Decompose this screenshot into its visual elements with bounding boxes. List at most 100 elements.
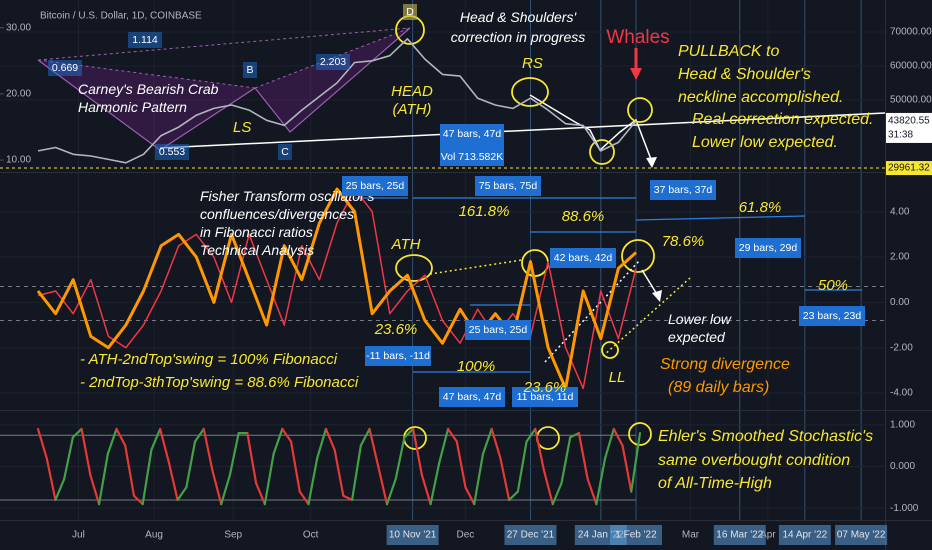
annotation-line: confluences/divergences [200,206,354,222]
stoch-segment [429,461,441,506]
info-box [650,180,716,200]
stoch-segment [281,427,293,443]
date-box [713,525,766,545]
symbol-title: Bitcoin / U.S. Dollar, 1D, COINBASE [40,11,202,22]
y-tick-label: 2.00 [890,252,910,263]
stoch-segment [324,427,336,451]
info-box [440,124,504,166]
stoch-segment [612,427,624,447]
x-tick-label: Oct [303,530,319,541]
annotation: PULLBACK to Head & Shoulder's neckline acc… [678,43,843,106]
measure-line [635,215,806,221]
x-tick-label: Aug [145,530,163,541]
point-box [243,62,257,78]
date-box [504,525,557,545]
stoch-segment [45,457,57,502]
stoch-segment [525,427,537,443]
stoch-segment [220,473,232,506]
annotation-line: - ATH-2ndTop'swing = 100% Fibonacci [80,351,338,368]
annotation-line: HEAD [391,83,433,100]
stoch-segment [298,490,310,506]
countdown-label: 31:38 [888,130,913,141]
info-label: 23 bars, 23d [803,310,862,322]
stoch-segment [350,444,362,502]
stoch-segment [621,444,633,493]
y-tick-label: 1.000 [890,419,915,430]
divergence-line [429,259,523,275]
highlight-ring [395,254,433,282]
fib-label: 161.8% [459,203,510,220]
annotation-line: expected [668,329,726,345]
y-tick-label: 4.00 [890,206,910,217]
annotation: Carney's Bearish Crab Harmonic Pattern [78,81,219,115]
annotation-line: Head & Shoulders' [460,9,578,25]
date-label: 07 May '22 [837,530,886,541]
annotation: ATH [391,236,421,253]
x-tick-label: Mar [682,530,700,541]
stoch-segment [167,461,179,502]
ratio-label: 2.203 [320,56,346,68]
info-label: 42 bars, 42d [554,252,613,264]
annotation-line: Carney's Bearish Crab [78,81,219,97]
stoch-segment [464,486,476,506]
stoch-segment [438,427,450,464]
stoch-segment [359,427,371,447]
annotation-line: (89 daily bars) [668,379,769,396]
stoch-segment [54,477,66,502]
ratio-label: 0.669 [52,62,78,74]
date-box [778,525,831,545]
series-line [36,187,638,390]
info-label: 37 bars, 37d [654,184,713,196]
annotation-line: Lower low [668,311,732,327]
fib-label: 50% [818,277,848,294]
highlight-ring [628,422,652,446]
harmonic-fill [38,60,255,150]
stoch-segment [272,427,284,456]
stoch-segment [246,432,258,485]
date-label: 1 Feb '22 [615,530,657,541]
stoch-segment [542,469,554,506]
annotation: Fisher Transform oscillator's confluences… [200,188,374,258]
date-label: 14 Apr '22 [782,530,827,541]
annotation-line: PULLBACK to [678,43,779,60]
date-label: 16 Mar '22 [716,530,763,541]
stoch-segment [211,469,223,506]
date-label: 27 Dec '21 [507,530,555,541]
stoch-segment [368,427,380,468]
level-box [886,161,932,176]
date-box [610,525,662,545]
stoch-segment [124,444,136,497]
annotation-line: Real correction expected. [692,111,873,128]
point-label: C [281,146,289,158]
stoch-segment [106,427,118,456]
harmonic-leg [254,27,411,89]
info-label: 29 bars, 29d [739,242,798,254]
point-box [278,144,292,160]
y2-tick-label: 30.00 [6,22,31,33]
stoch-segment [342,494,354,502]
info-box [342,176,408,196]
stoch-segment [490,427,502,460]
stoch-segment [560,436,572,485]
series-line [37,38,637,164]
arrow [641,269,659,297]
annotation: Head & Shoulders' correction in progress [451,9,586,45]
date-box [386,525,439,545]
highlight-ring [621,239,655,273]
stoch-segment [551,482,563,506]
harmonic-fill [255,28,410,132]
stoch-segment [202,427,214,472]
stoch-segment [630,432,642,493]
info-box [512,387,578,407]
stoch-segment [307,457,319,506]
ratio-label: 0.553 [159,146,185,158]
stoch-segment [316,427,328,460]
y-tick-label: -4.00 [890,388,913,399]
annotation: Lower low expected [668,311,732,345]
harmonic-leg [37,27,411,61]
info-box [439,387,505,407]
point-label: D [406,6,414,18]
fib-label: 88.6% [562,208,605,225]
stoch-segment [333,448,345,497]
